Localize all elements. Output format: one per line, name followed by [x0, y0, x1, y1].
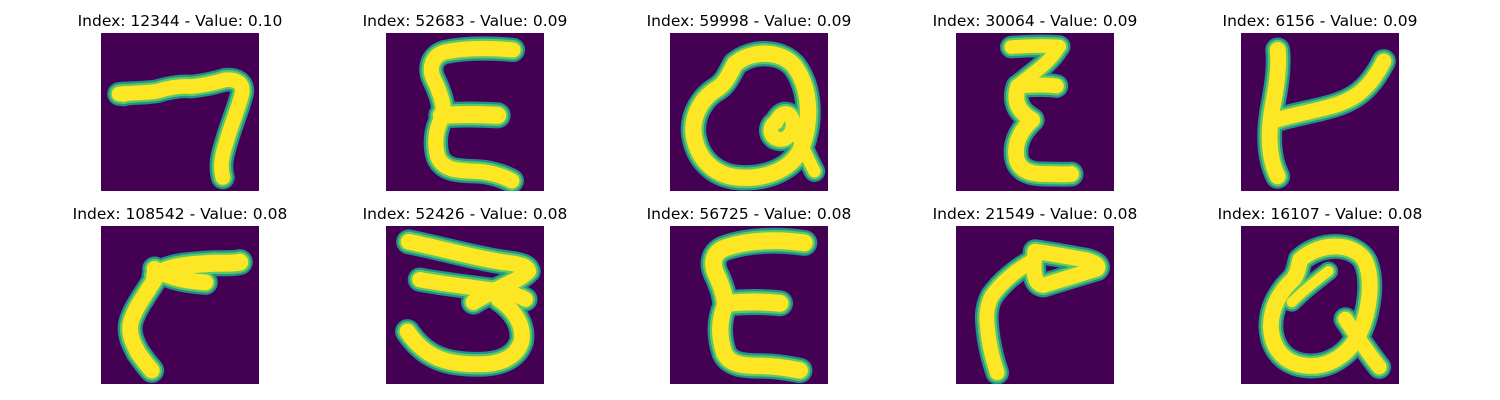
digit-image — [1241, 33, 1399, 191]
image-panel: Index: 52683 - Value: 0.09 — [320, 9, 610, 199]
image-panel: Index: 59998 - Value: 0.09 — [604, 9, 894, 199]
panel-title: Index: 21549 - Value: 0.08 — [932, 205, 1138, 223]
digit-image — [956, 33, 1114, 191]
digit-image — [101, 33, 259, 191]
panel-title: Index: 52426 - Value: 0.08 — [362, 205, 568, 223]
digit-image — [670, 226, 828, 384]
digit-image — [386, 226, 544, 384]
digit-image — [101, 226, 259, 384]
image-panel: Index: 12344 - Value: 0.10 — [35, 9, 325, 199]
image-panel: Index: 21549 - Value: 0.08 — [890, 202, 1180, 392]
panel-title: Index: 12344 - Value: 0.10 — [77, 12, 283, 30]
panel-title: Index: 52683 - Value: 0.09 — [362, 12, 568, 30]
image-panel: Index: 6156 - Value: 0.09 — [1175, 9, 1465, 199]
panel-title: Index: 30064 - Value: 0.09 — [932, 12, 1138, 30]
image-panel: Index: 108542 - Value: 0.08 — [35, 202, 325, 392]
digit-image — [386, 33, 544, 191]
panel-title: Index: 56725 - Value: 0.08 — [646, 205, 852, 223]
panel-title: Index: 16107 - Value: 0.08 — [1217, 205, 1423, 223]
digit-image — [1241, 226, 1399, 384]
image-panel: Index: 52426 - Value: 0.08 — [320, 202, 610, 392]
panel-title: Index: 6156 - Value: 0.09 — [1222, 12, 1418, 30]
image-panel: Index: 30064 - Value: 0.09 — [890, 9, 1180, 199]
panel-title: Index: 59998 - Value: 0.09 — [646, 12, 852, 30]
image-panel: Index: 16107 - Value: 0.08 — [1175, 202, 1465, 392]
digit-image — [670, 33, 828, 191]
digit-image — [956, 226, 1114, 384]
panel-title: Index: 108542 - Value: 0.08 — [72, 205, 288, 223]
image-panel: Index: 56725 - Value: 0.08 — [604, 202, 894, 392]
